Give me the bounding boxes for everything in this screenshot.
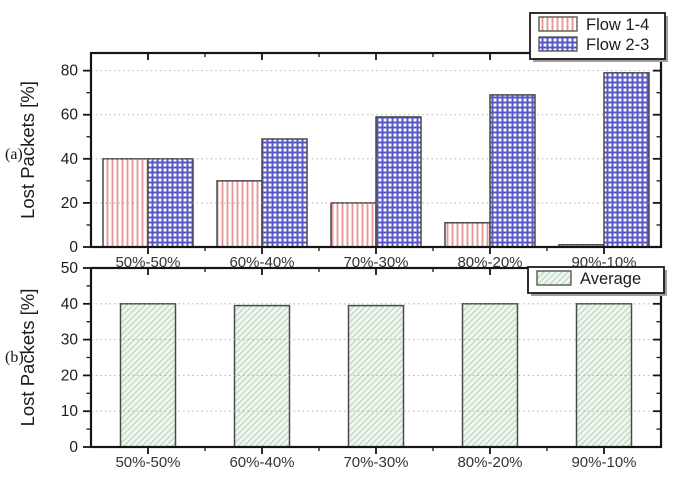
y-axis-title: Lost Packets [%] bbox=[17, 289, 38, 427]
bar-average-70-30 bbox=[347, 304, 405, 448]
legend-label-average: Average bbox=[580, 270, 641, 288]
legend-swatch-average bbox=[536, 270, 572, 286]
bar-average-60-40 bbox=[233, 304, 291, 448]
y-tick-label: 40 bbox=[61, 296, 79, 313]
x-tick-label-60-40: 60%-40% bbox=[229, 454, 294, 471]
panel-a-label: (a) bbox=[5, 146, 23, 163]
y-tick-label: 20 bbox=[61, 195, 79, 212]
bar-flow-2-3-70-30 bbox=[375, 116, 422, 248]
x-tick-label-50-50: 50%-50% bbox=[115, 254, 180, 271]
panel-b-label: (b) bbox=[5, 349, 24, 366]
y-axis-title: Lost Packets [%] bbox=[17, 81, 38, 219]
chart-b: 0 10 20 30 40 50 50%-50% 60%-40% 70%-30% 80%-20% 9… bbox=[17, 260, 667, 471]
y-tick-label: 60 bbox=[61, 107, 79, 124]
bar-flow-1-4-60-40 bbox=[216, 180, 263, 248]
x-tick-label-70-30: 70%-30% bbox=[343, 254, 408, 271]
bar-flow-2-3-80-20 bbox=[489, 94, 536, 248]
x-tick-label-50-50: 50%-50% bbox=[115, 454, 180, 471]
legend-label-flow-2-3: Flow 2-3 bbox=[586, 36, 649, 54]
x-tick-label-90-10: 90%-10% bbox=[571, 454, 636, 471]
bar-average-90-10 bbox=[575, 303, 633, 448]
legend-swatch-flow-2-3 bbox=[538, 36, 578, 52]
x-tick-label-60-40: 60%-40% bbox=[229, 254, 294, 271]
bar-flow-2-3-60-40 bbox=[261, 138, 308, 248]
legend-swatch-flow-1-4 bbox=[538, 16, 578, 32]
y-tick-label: 0 bbox=[69, 239, 78, 256]
bar-flow-2-3-90-10 bbox=[603, 72, 650, 248]
y-tick-label: 20 bbox=[61, 367, 79, 384]
y-tick-label: 30 bbox=[61, 332, 79, 349]
bar-average-80-20 bbox=[461, 303, 519, 448]
x-tick-label-70-30: 70%-30% bbox=[343, 454, 408, 471]
x-tick-label-80-20: 80%-20% bbox=[457, 254, 522, 271]
x-tick-label-80-20: 80%-20% bbox=[457, 454, 522, 471]
y-tick-label: 50 bbox=[61, 260, 79, 277]
y-tick-label: 80 bbox=[61, 63, 79, 80]
legend-label-flow-1-4: Flow 1-4 bbox=[586, 16, 649, 34]
legend-b: Average bbox=[527, 266, 667, 296]
bar-average-50-50 bbox=[119, 303, 177, 448]
y-tick-label: 10 bbox=[61, 403, 79, 420]
y-tick-label: 40 bbox=[61, 151, 79, 168]
bar-flow-1-4-80-20 bbox=[444, 222, 491, 248]
y-tick-label: 0 bbox=[69, 439, 78, 456]
legend-a: Flow 1-4 Flow 2-3 bbox=[529, 12, 668, 62]
bar-flow-1-4-70-30 bbox=[330, 202, 377, 248]
